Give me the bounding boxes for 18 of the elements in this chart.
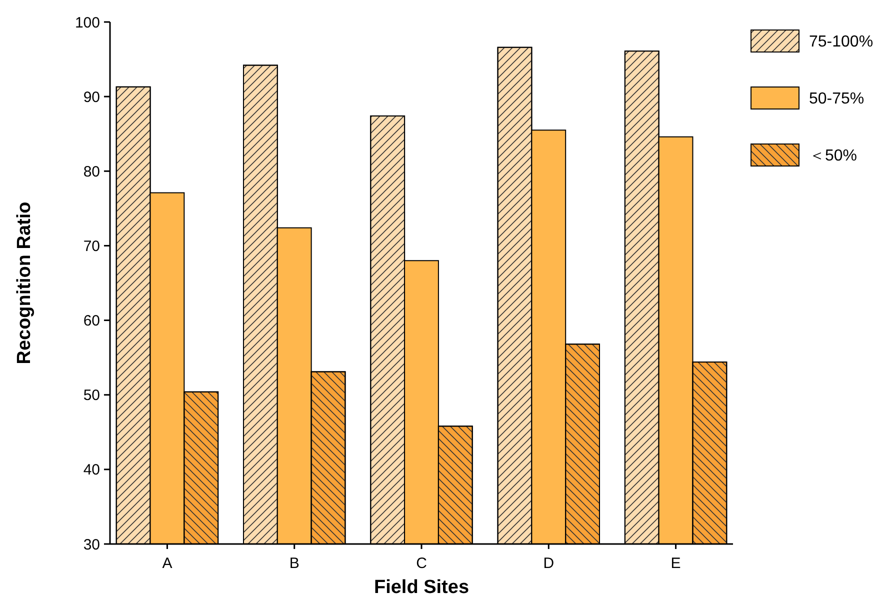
y-tick-label: 80	[83, 163, 100, 180]
y-tick-label: 90	[83, 88, 100, 106]
y-tick-label: 50	[83, 387, 100, 404]
x-tick-label: C	[416, 555, 428, 572]
x-axis-title: Field Sites	[374, 577, 470, 598]
x-tick-label: B	[289, 555, 300, 572]
y-axis-title: Recognition Ratio	[14, 202, 35, 364]
y-tick-label: 40	[83, 462, 100, 479]
x-tick-label: E	[670, 555, 681, 572]
x-tick-label: D	[543, 555, 554, 572]
y-tick-label: 70	[83, 238, 100, 255]
y-tick-label: 100	[74, 14, 100, 32]
legend-label: 75-100%	[809, 34, 874, 51]
legend-label: ＜50%	[809, 148, 858, 165]
y-tick-label: 30	[83, 536, 100, 554]
legend-label: 50-75%	[809, 90, 864, 108]
x-tick-label: A	[162, 555, 172, 572]
y-tick-label: 60	[83, 312, 100, 330]
